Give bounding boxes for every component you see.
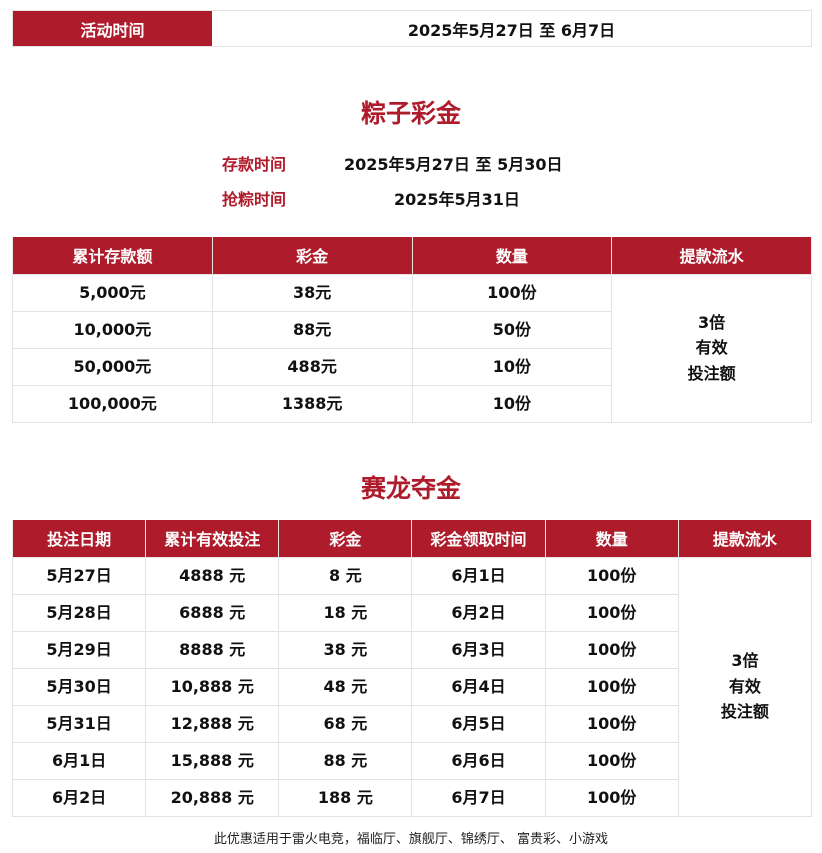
deposit-time-row: 存款时间 2025年5月27日 至 5月30日 (222, 151, 562, 175)
table-cell: 4888 元 (145, 556, 280, 595)
column-header: 彩金 (278, 520, 413, 558)
table-row: 5月31日 12,888 元 68 元 6月5日 100份 (11, 704, 812, 743)
table-cell: 5月27日 (11, 556, 147, 595)
table-row: 5月30日 10,888 元 48 元 6月4日 100份 (11, 667, 812, 706)
table-cell: 50份 (411, 310, 613, 349)
turnover-line: 有效 (728, 676, 761, 696)
table-cell: 100份 (544, 556, 679, 595)
table-cell: 38 元 (278, 630, 413, 669)
turnover-line: 投注额 (687, 363, 736, 383)
table-row: 6月2日 20,888 元 188 元 6月7日 100份 (11, 778, 812, 817)
table-cell: 6月4日 (411, 667, 546, 706)
column-header: 提款流水 (611, 237, 812, 275)
turnover-cell: 3倍有效投注额 (677, 556, 813, 817)
table-row: 10,000元 88元 50份 (12, 310, 812, 349)
zongzi-table: 累计存款额 彩金 数量 提款流水 5,000元 38元 100份 3倍 有效 投注额 10,000… (12, 237, 812, 423)
table-cell: 188 元 (278, 778, 413, 817)
table-cell: 10,888 元 (145, 667, 280, 706)
table-cell: 488元 (211, 347, 413, 386)
table-cell: 68 元 (278, 704, 413, 743)
column-header: 数量 (544, 520, 679, 558)
column-header: 彩金领取时间 (411, 520, 546, 558)
table-cell: 100份 (544, 593, 679, 632)
turnover-line: 3倍 (731, 651, 759, 671)
table-cell: 20,888 元 (145, 778, 280, 817)
table-cell: 6月2日 (411, 593, 546, 632)
table-cell: 6月5日 (411, 704, 546, 743)
table-cell: 38元 (211, 273, 413, 312)
column-header: 投注日期 (11, 520, 147, 558)
table-cell: 48 元 (278, 667, 413, 706)
table-cell: 100份 (544, 778, 679, 817)
turnover-line: 有效 (695, 338, 728, 358)
column-header: 数量 (411, 237, 613, 275)
table-cell: 5月29日 (11, 630, 147, 669)
table-cell: 10份 (411, 384, 613, 423)
footer-note: 此优惠适用于雷火电竞，福临厅、旗舰厅、锦绣厅、 富贵彩、小游戏 (213, 832, 609, 847)
turnover-line: 投注额 (720, 702, 769, 722)
table-cell: 5月28日 (11, 593, 147, 632)
activity-time-label: 活动时间 (13, 11, 212, 46)
deposit-time-label: 存款时间 (222, 155, 287, 174)
table-cell: 12,888 元 (145, 704, 280, 743)
table-cell: 10份 (411, 347, 613, 386)
column-header: 提款流水 (677, 520, 813, 558)
activity-time-bar: 活动时间 2025年5月27日 至 6月7日 (12, 10, 812, 47)
table-cell: 50,000元 (12, 347, 213, 386)
table-cell: 6月7日 (411, 778, 546, 817)
grab-time-label: 抢粽时间 (222, 190, 287, 209)
table-cell: 18 元 (278, 593, 413, 632)
table-row: 5月28日 6888 元 18 元 6月2日 100份 (11, 593, 812, 632)
table-cell: 5月30日 (11, 667, 147, 706)
table-row: 50,000元 488元 10份 (12, 347, 812, 386)
table-cell: 88 元 (278, 741, 413, 780)
table-cell: 5月31日 (11, 704, 147, 743)
grab-time-row: 抢粽时间 2025年5月31日 (222, 186, 520, 210)
turnover-line: 3倍 (698, 312, 726, 332)
table-cell: 100份 (544, 704, 679, 743)
table-cell: 10,000元 (12, 310, 213, 349)
table-cell: 6月3日 (411, 630, 546, 669)
column-header: 彩金 (211, 237, 413, 275)
deposit-time-value: 2025年5月27日 至 5月30日 (344, 155, 563, 174)
column-header: 累计有效投注 (145, 520, 280, 558)
table-cell: 15,888 元 (145, 741, 280, 780)
table-row: 5,000元 38元 100份 3倍 有效 投注额 (12, 273, 812, 423)
table-cell: 100,000元 (12, 384, 213, 423)
table-row: 100,000元 1388元 10份 (12, 384, 812, 423)
table-cell: 100份 (544, 667, 679, 706)
table-cell: 8 元 (278, 556, 413, 595)
column-header: 累计存款额 (12, 237, 213, 275)
table-cell: 6888 元 (145, 593, 280, 632)
table-cell: 88元 (211, 310, 413, 349)
table-cell: 1388元 (211, 384, 413, 423)
dragon-title: 赛龙夺金 (360, 474, 461, 503)
turnover-cell: 3倍有效投注额 (611, 273, 812, 423)
table-cell: 6月1日 (11, 741, 147, 780)
table-cell: 5,000元 (12, 273, 213, 312)
table-cell: 100份 (544, 630, 679, 669)
zongzi-title: 粽子彩金 (360, 99, 461, 128)
table-cell: 6月2日 (11, 778, 147, 817)
grab-time-value: 2025年5月31日 (394, 190, 520, 209)
table-cell: 100份 (544, 741, 679, 780)
table-row: 5月29日 8888 元 38 元 6月3日 100份 (11, 630, 812, 669)
table-cell: 6月1日 (411, 556, 546, 595)
activity-time-value: 2025年5月27日 至 6月7日 (407, 20, 616, 40)
table-cell: 6月6日 (411, 741, 546, 780)
table-cell: 8888 元 (145, 630, 280, 669)
table-cell: 100份 (411, 273, 613, 312)
table-row: 6月1日 15,888 元 88 元 6月6日 100份 (11, 741, 812, 780)
